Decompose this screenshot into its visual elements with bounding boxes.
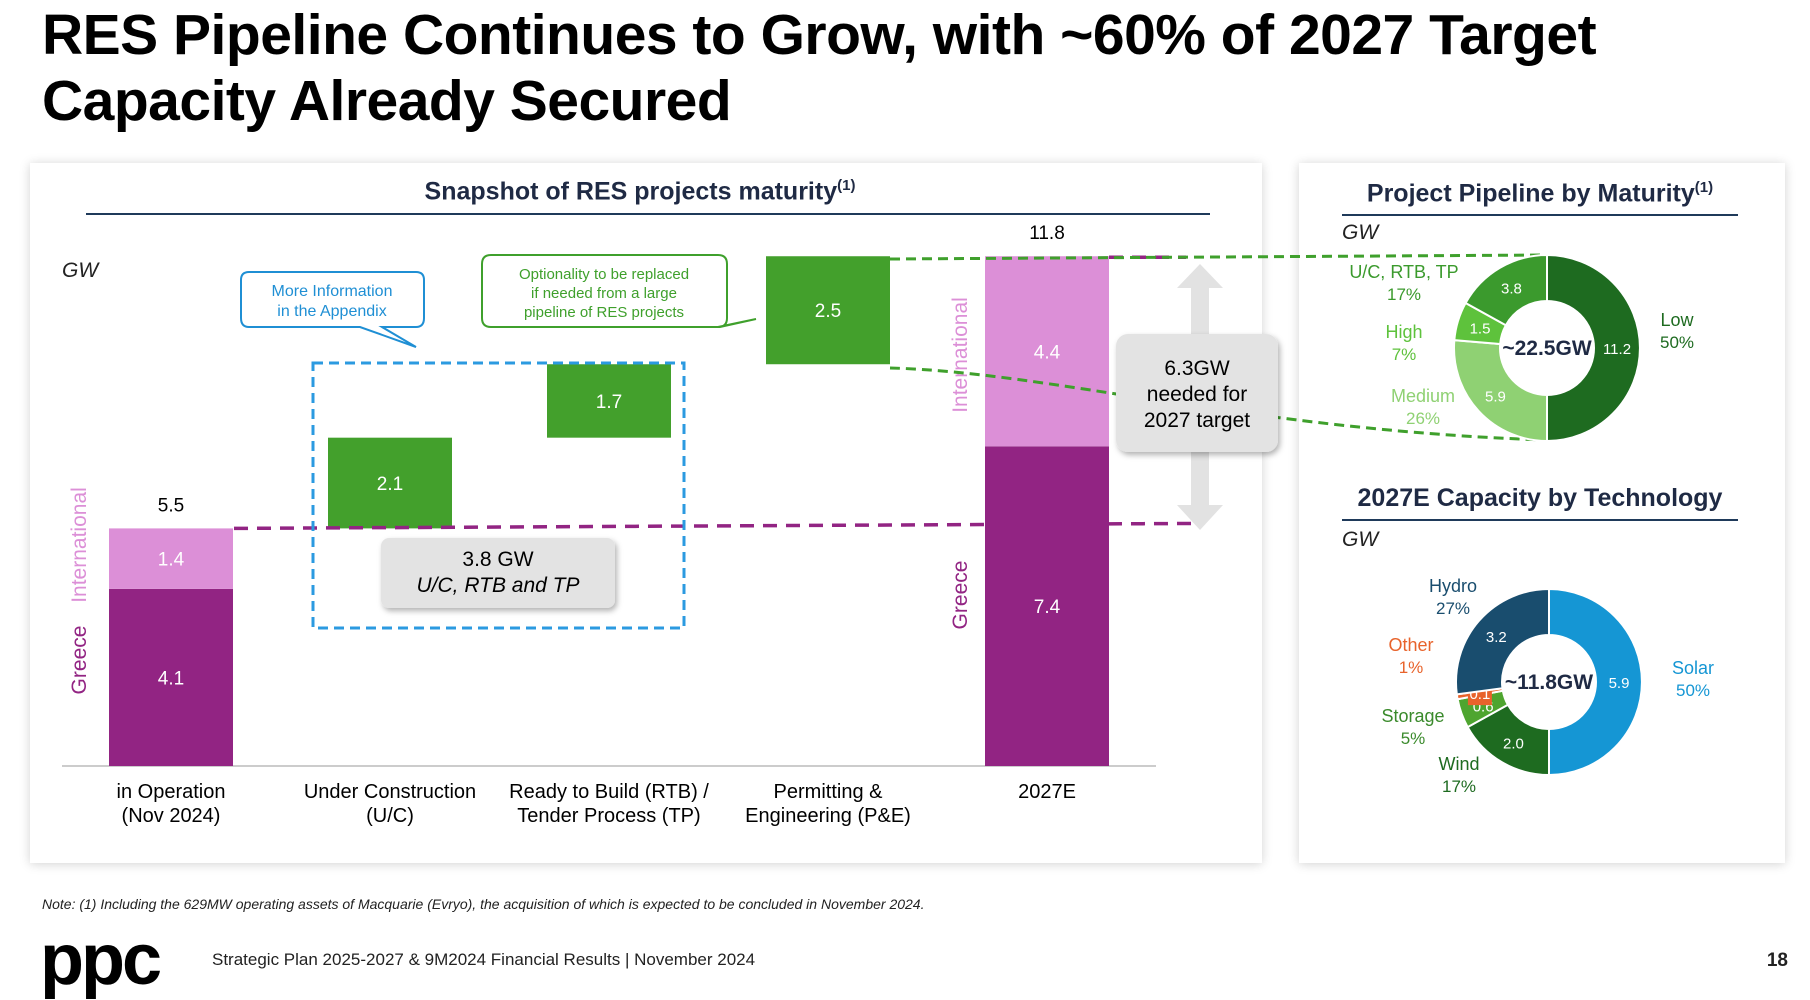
total-label: 5.5 [158,495,184,516]
baseline-dashed-line [233,521,1201,531]
donut-percent-label: 7% [1392,345,1417,364]
donut-category-label: U/C, RTB, TP [1349,262,1458,282]
appendix-callout-text: More Information [272,283,393,300]
donut-percent-label: 27% [1436,599,1470,618]
donut-category-label: Medium [1391,386,1455,406]
needed-callout-text: needed for [1147,383,1247,406]
total-label: 11.8 [1029,223,1065,244]
technology-donut-center-label: ~11.8GW [1505,671,1593,694]
x-tick-label: Ready to Build (RTB) / [509,781,709,803]
donut-value-label: 1.5 [1470,321,1491,338]
segment-label-greece-2027: Greece [949,561,972,630]
value-label-greece: 4.1 [158,668,184,689]
donut-percent-label: 17% [1387,285,1421,304]
connector-dashed-line [889,253,1546,261]
secured-callout-box [381,538,615,608]
bar-international [109,528,233,589]
optionality-callout-bubble [481,254,757,328]
left-panel-title-sup: (1) [837,177,856,194]
left-panel-title: Snapshot of RES projects maturity(1) [360,177,920,206]
pipeline-unit-label: GW [1342,221,1379,244]
value-label-step: 1.7 [596,392,622,413]
technology-title-underline [1342,519,1738,521]
value-label-international: 1.4 [158,550,185,571]
donut-percent-label: 17% [1442,777,1476,796]
donut-value-label: 3.2 [1486,629,1507,646]
appendix-callout-text: in the Appendix [277,303,386,320]
x-tick-label: Engineering (P&E) [745,805,911,827]
secured-callout-label: U/C, RTB and TP [417,574,580,597]
left-panel-title-text: Snapshot of RES projects maturity [424,177,838,206]
pipeline-donut-title-text: Project Pipeline by Maturity [1366,179,1695,208]
donut-percent-label: 1% [1399,658,1424,677]
donut-value-label: 5.9 [1485,388,1506,405]
segment-label-greece: Greece [68,626,91,695]
pipeline-donut-title: Project Pipeline by Maturity(1) [1330,179,1750,208]
donut-value-label: 2.0 [1503,735,1524,752]
technology-donut-title: 2027E Capacity by Technology [1357,484,1723,512]
donut-slice [1464,253,1548,327]
optionality-callout-text: pipeline of RES projects [524,304,684,321]
donut-slice [1548,587,1643,777]
donut-percent-label: 50% [1676,681,1710,700]
bar-step [766,256,890,365]
footnote: Note: (1) Including the 629MW operating … [42,896,925,912]
donut-percent-label: 26% [1406,409,1440,428]
donut-slice [1546,253,1641,443]
bar-step [547,364,671,438]
bar-international [985,256,1109,447]
value-label-international: 4.4 [1034,342,1061,363]
secured-dashed-box [311,361,686,630]
x-tick-label: Tender Process (TP) [517,805,700,827]
donut-category-label: Other [1388,635,1433,655]
appendix-callout-bubble [240,271,425,348]
donut-category-label: Solar [1672,658,1714,678]
donut-slice [1453,339,1548,443]
donut-value-label: 3.8 [1501,281,1522,298]
donut-category-label: Storage [1381,706,1444,726]
slide-title: RES Pipeline Continues to Grow, with ~60… [42,3,1597,133]
pipeline-donut-title-sup: (1) [1694,179,1714,196]
donut-category-label: Low [1660,310,1694,330]
donut-percent-label: 50% [1660,333,1694,352]
needed-callout-box [1116,334,1278,452]
bar-greece [109,588,233,766]
donut-value-label: 5.9 [1609,675,1630,692]
x-tick-label: (U/C) [366,805,414,827]
bar-step [328,437,452,529]
left-unit-label: GW [62,259,99,282]
left-title-underline [86,213,1210,215]
value-label-step: 2.5 [815,301,841,322]
optionality-callout-text: Optionality to be replaced [519,266,689,283]
x-tick-label: Under Construction [304,781,476,803]
bar-greece [985,446,1109,766]
donut-category-label: Wind [1438,754,1479,774]
x-tick-label: Permitting & [774,781,884,803]
pipeline-title-underline [1342,214,1738,216]
donut-category-label: Hydro [1429,576,1477,596]
ppc-logo: ppc [40,920,162,1000]
page-number: 18 [1766,950,1788,971]
donut-slice [1455,587,1550,696]
x-tick-label: (Nov 2024) [122,805,221,827]
optionality-callout-text: if needed from a large [531,285,677,302]
value-label-greece: 7.4 [1034,597,1061,618]
pipeline-donut-center-label: ~22.5GW [1502,337,1591,360]
value-label-step: 2.1 [377,474,403,495]
x-tick-label: 2027E [1018,781,1076,803]
needed-callout-text: 6.3GW [1164,357,1230,380]
footer-text: Strategic Plan 2025-2027 & 9M2024 Financ… [212,950,756,969]
donut-percent-label: 5% [1401,729,1426,748]
donut-value-label: 11.2 [1603,341,1631,358]
segment-label-international-2027: International [949,297,972,413]
secured-callout-value: 3.8 GW [462,548,533,571]
donut-category-label: High [1385,322,1422,342]
needed-callout-text: 2027 target [1144,409,1250,432]
x-tick-label: in Operation [117,781,226,803]
segment-label-international: International [68,487,91,603]
technology-unit-label: GW [1342,528,1379,551]
